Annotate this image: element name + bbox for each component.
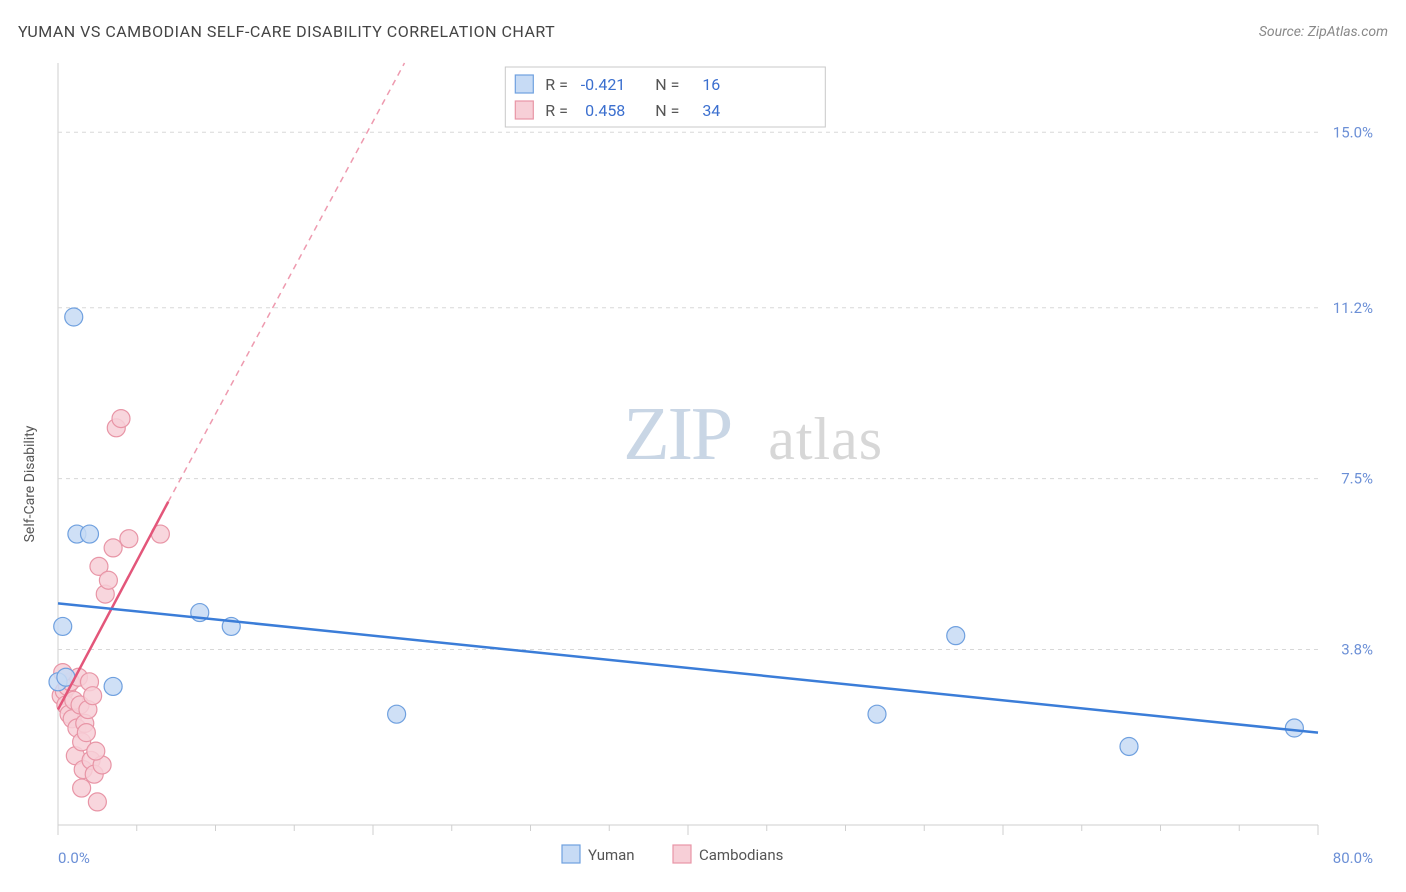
- svg-text:34: 34: [702, 101, 720, 120]
- svg-text:7.5%: 7.5%: [1341, 470, 1373, 488]
- chart-title: YUMAN VS CAMBODIAN SELF-CARE DISABILITY …: [18, 22, 555, 41]
- svg-text:ZIP: ZIP: [623, 392, 731, 476]
- svg-text:0.0%: 0.0%: [58, 849, 90, 867]
- svg-text:0.458: 0.458: [585, 101, 625, 120]
- chart-source: Source: ZipAtlas.com: [1259, 24, 1388, 40]
- chart-header: YUMAN VS CAMBODIAN SELF-CARE DISABILITY …: [18, 22, 1388, 41]
- svg-text:atlas: atlas: [768, 406, 883, 472]
- svg-text:Cambodians: Cambodians: [699, 846, 783, 864]
- svg-text:-0.421: -0.421: [581, 75, 626, 94]
- svg-text:N =: N =: [655, 75, 679, 94]
- svg-text:Yuman: Yuman: [588, 846, 635, 864]
- svg-text:80.0%: 80.0%: [1333, 849, 1373, 867]
- svg-text:11.2%: 11.2%: [1333, 299, 1373, 317]
- svg-text:Self-Care Disability: Self-Care Disability: [22, 425, 38, 542]
- svg-text:R =: R =: [545, 101, 568, 120]
- svg-text:3.8%: 3.8%: [1341, 641, 1373, 659]
- svg-text:N =: N =: [655, 101, 679, 120]
- scatter-chart-svg: 3.8% 7.5% 11.2% 15.0% 0.0% 80.0% Self-Care Dis…: [18, 55, 1388, 880]
- svg-text:R =: R =: [545, 75, 568, 94]
- svg-text:16: 16: [702, 75, 720, 94]
- svg-text:15.0%: 15.0%: [1333, 123, 1373, 141]
- chart-area: 3.8% 7.5% 11.2% 15.0% 0.0% 80.0% Self-Care Dis…: [18, 55, 1388, 880]
